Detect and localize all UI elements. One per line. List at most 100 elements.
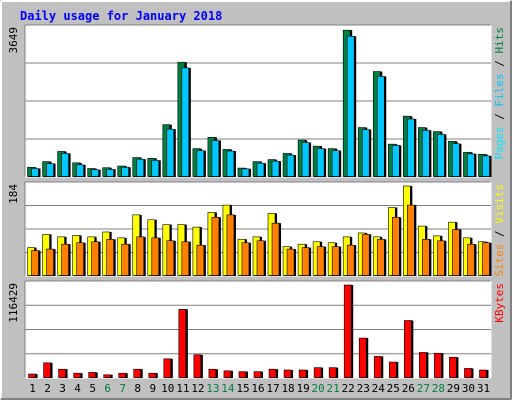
bar-kbytes-day-19 (298, 369, 307, 378)
bar-sites-day-9 (151, 237, 160, 276)
x-tick-label: 1 (29, 382, 36, 395)
bar-kbytes-day-1 (28, 373, 36, 378)
panel-top-ymax-label: 3649 (7, 27, 20, 54)
bar-sites-day-22 (346, 244, 355, 276)
bar-kbytes-day-27 (419, 352, 427, 378)
bar-kbytes-day-14 (223, 370, 232, 378)
x-tick-label: 14 (221, 382, 235, 395)
legend-entry: Sites (493, 244, 506, 277)
bar-kbytes-day-16 (253, 371, 262, 378)
legend-entry: / (493, 107, 506, 127)
bar-sites-day-26 (407, 204, 415, 276)
x-tick-label: 29 (447, 382, 460, 395)
x-tick-label: 6 (104, 382, 111, 395)
bar-sites-day-2 (46, 248, 54, 276)
bar-kbytes-day-10 (163, 358, 172, 378)
bar-sites-day-13 (211, 217, 220, 276)
bar-files-day-31 (482, 155, 490, 177)
bar-files-day-2 (46, 163, 54, 177)
bar-sites-day-5 (91, 241, 99, 276)
panel-bottom-ymax-label: 116429 (7, 283, 20, 323)
panel-bottom: 116429 KBytes (7, 280, 506, 379)
bar-kbytes-day-20 (313, 367, 322, 378)
bar-files-day-28 (437, 134, 445, 177)
bar-kbytes-day-2 (43, 362, 51, 378)
x-axis-labels: 1 2 3 4 5 6 7 8 9 10 11 12 13 14 15 16 17 18 19 20 21 22 23 24 2… (29, 382, 490, 395)
legend-entry: / (493, 224, 506, 244)
bar-sites-day-18 (286, 248, 295, 276)
bar-files-day-16 (256, 162, 265, 177)
bar-sites-day-6 (106, 239, 114, 276)
bar-sites-day-23 (361, 234, 370, 276)
bar-sites-day-21 (331, 246, 340, 276)
legend-entry: Files (493, 73, 506, 106)
panel-middle-ymax-label: 184 (7, 184, 20, 204)
legend-entry: Pages (493, 126, 506, 159)
x-tick-label: 20 (312, 382, 325, 395)
panel-middle: 184 Sites / Visits (7, 181, 506, 277)
bar-kbytes-day-11 (178, 309, 187, 378)
bar-sites-day-15 (241, 242, 250, 276)
x-tick-label: 19 (296, 382, 309, 395)
x-tick-label: 26 (402, 382, 415, 395)
bar-sites-day-27 (422, 239, 430, 276)
bar-files-day-22 (346, 35, 355, 177)
x-tick-label: 17 (266, 382, 279, 395)
bar-files-day-1 (31, 168, 39, 177)
bar-files-day-11 (181, 67, 190, 177)
x-tick-label: 12 (191, 382, 204, 395)
bar-kbytes-day-21 (328, 367, 337, 378)
x-tick-label: 3 (59, 382, 66, 395)
bar-files-day-9 (151, 160, 160, 177)
bar-sites-day-8 (136, 236, 145, 276)
bar-kbytes-day-18 (283, 369, 292, 378)
panel-bottom-legend: KBytes (493, 283, 506, 323)
bar-sites-day-30 (467, 243, 475, 276)
chart-panels: 3649 Pages / Files / Hits 184 Sites / Visit… (7, 24, 506, 379)
x-tick-label: 10 (161, 382, 174, 395)
bar-files-day-26 (407, 118, 415, 177)
x-tick-label: 22 (342, 382, 355, 395)
bar-files-day-29 (452, 143, 460, 177)
bar-kbytes-day-22 (343, 284, 352, 378)
x-tick-label: 15 (236, 382, 249, 395)
bar-sites-day-11 (181, 241, 190, 276)
bar-files-day-3 (61, 153, 69, 177)
legend-entry: / (493, 54, 506, 74)
bar-files-day-15 (241, 168, 250, 177)
bar-kbytes-day-24 (373, 356, 382, 378)
bar-files-day-5 (91, 169, 99, 177)
bar-kbytes-day-28 (434, 352, 442, 378)
bar-kbytes-day-30 (464, 368, 472, 378)
bar-files-day-20 (316, 148, 325, 177)
bar-kbytes-day-3 (58, 368, 66, 378)
panel-middle-legend: Sites / Visits (493, 184, 506, 277)
bar-sites-day-28 (437, 240, 445, 276)
x-tick-label: 4 (74, 382, 81, 395)
x-tick-label: 2 (44, 382, 51, 395)
bar-sites-day-19 (301, 247, 310, 276)
bar-sites-day-3 (61, 243, 69, 276)
x-tick-label: 31 (477, 382, 490, 395)
bar-kbytes-day-23 (358, 337, 367, 378)
bar-kbytes-day-5 (88, 372, 96, 378)
bar-sites-day-10 (166, 240, 175, 276)
x-tick-label: 30 (462, 382, 475, 395)
bar-sites-day-1 (31, 250, 39, 276)
bar-kbytes-day-25 (388, 361, 397, 378)
bar-sites-day-16 (256, 240, 265, 276)
bar-files-day-25 (391, 145, 400, 177)
x-tick-label: 7 (119, 382, 126, 395)
x-tick-label: 25 (387, 382, 400, 395)
legend-entry: KBytes (493, 283, 506, 323)
x-tick-label: 13 (206, 382, 219, 395)
bar-files-day-10 (166, 128, 175, 177)
panel-top-legend: Pages / Files / Hits (493, 27, 506, 160)
x-tick-label: 11 (176, 382, 189, 395)
bar-sites-day-29 (452, 229, 460, 276)
bar-kbytes-day-15 (238, 371, 247, 378)
bar-kbytes-day-29 (449, 356, 457, 378)
bar-sites-day-25 (391, 217, 400, 276)
